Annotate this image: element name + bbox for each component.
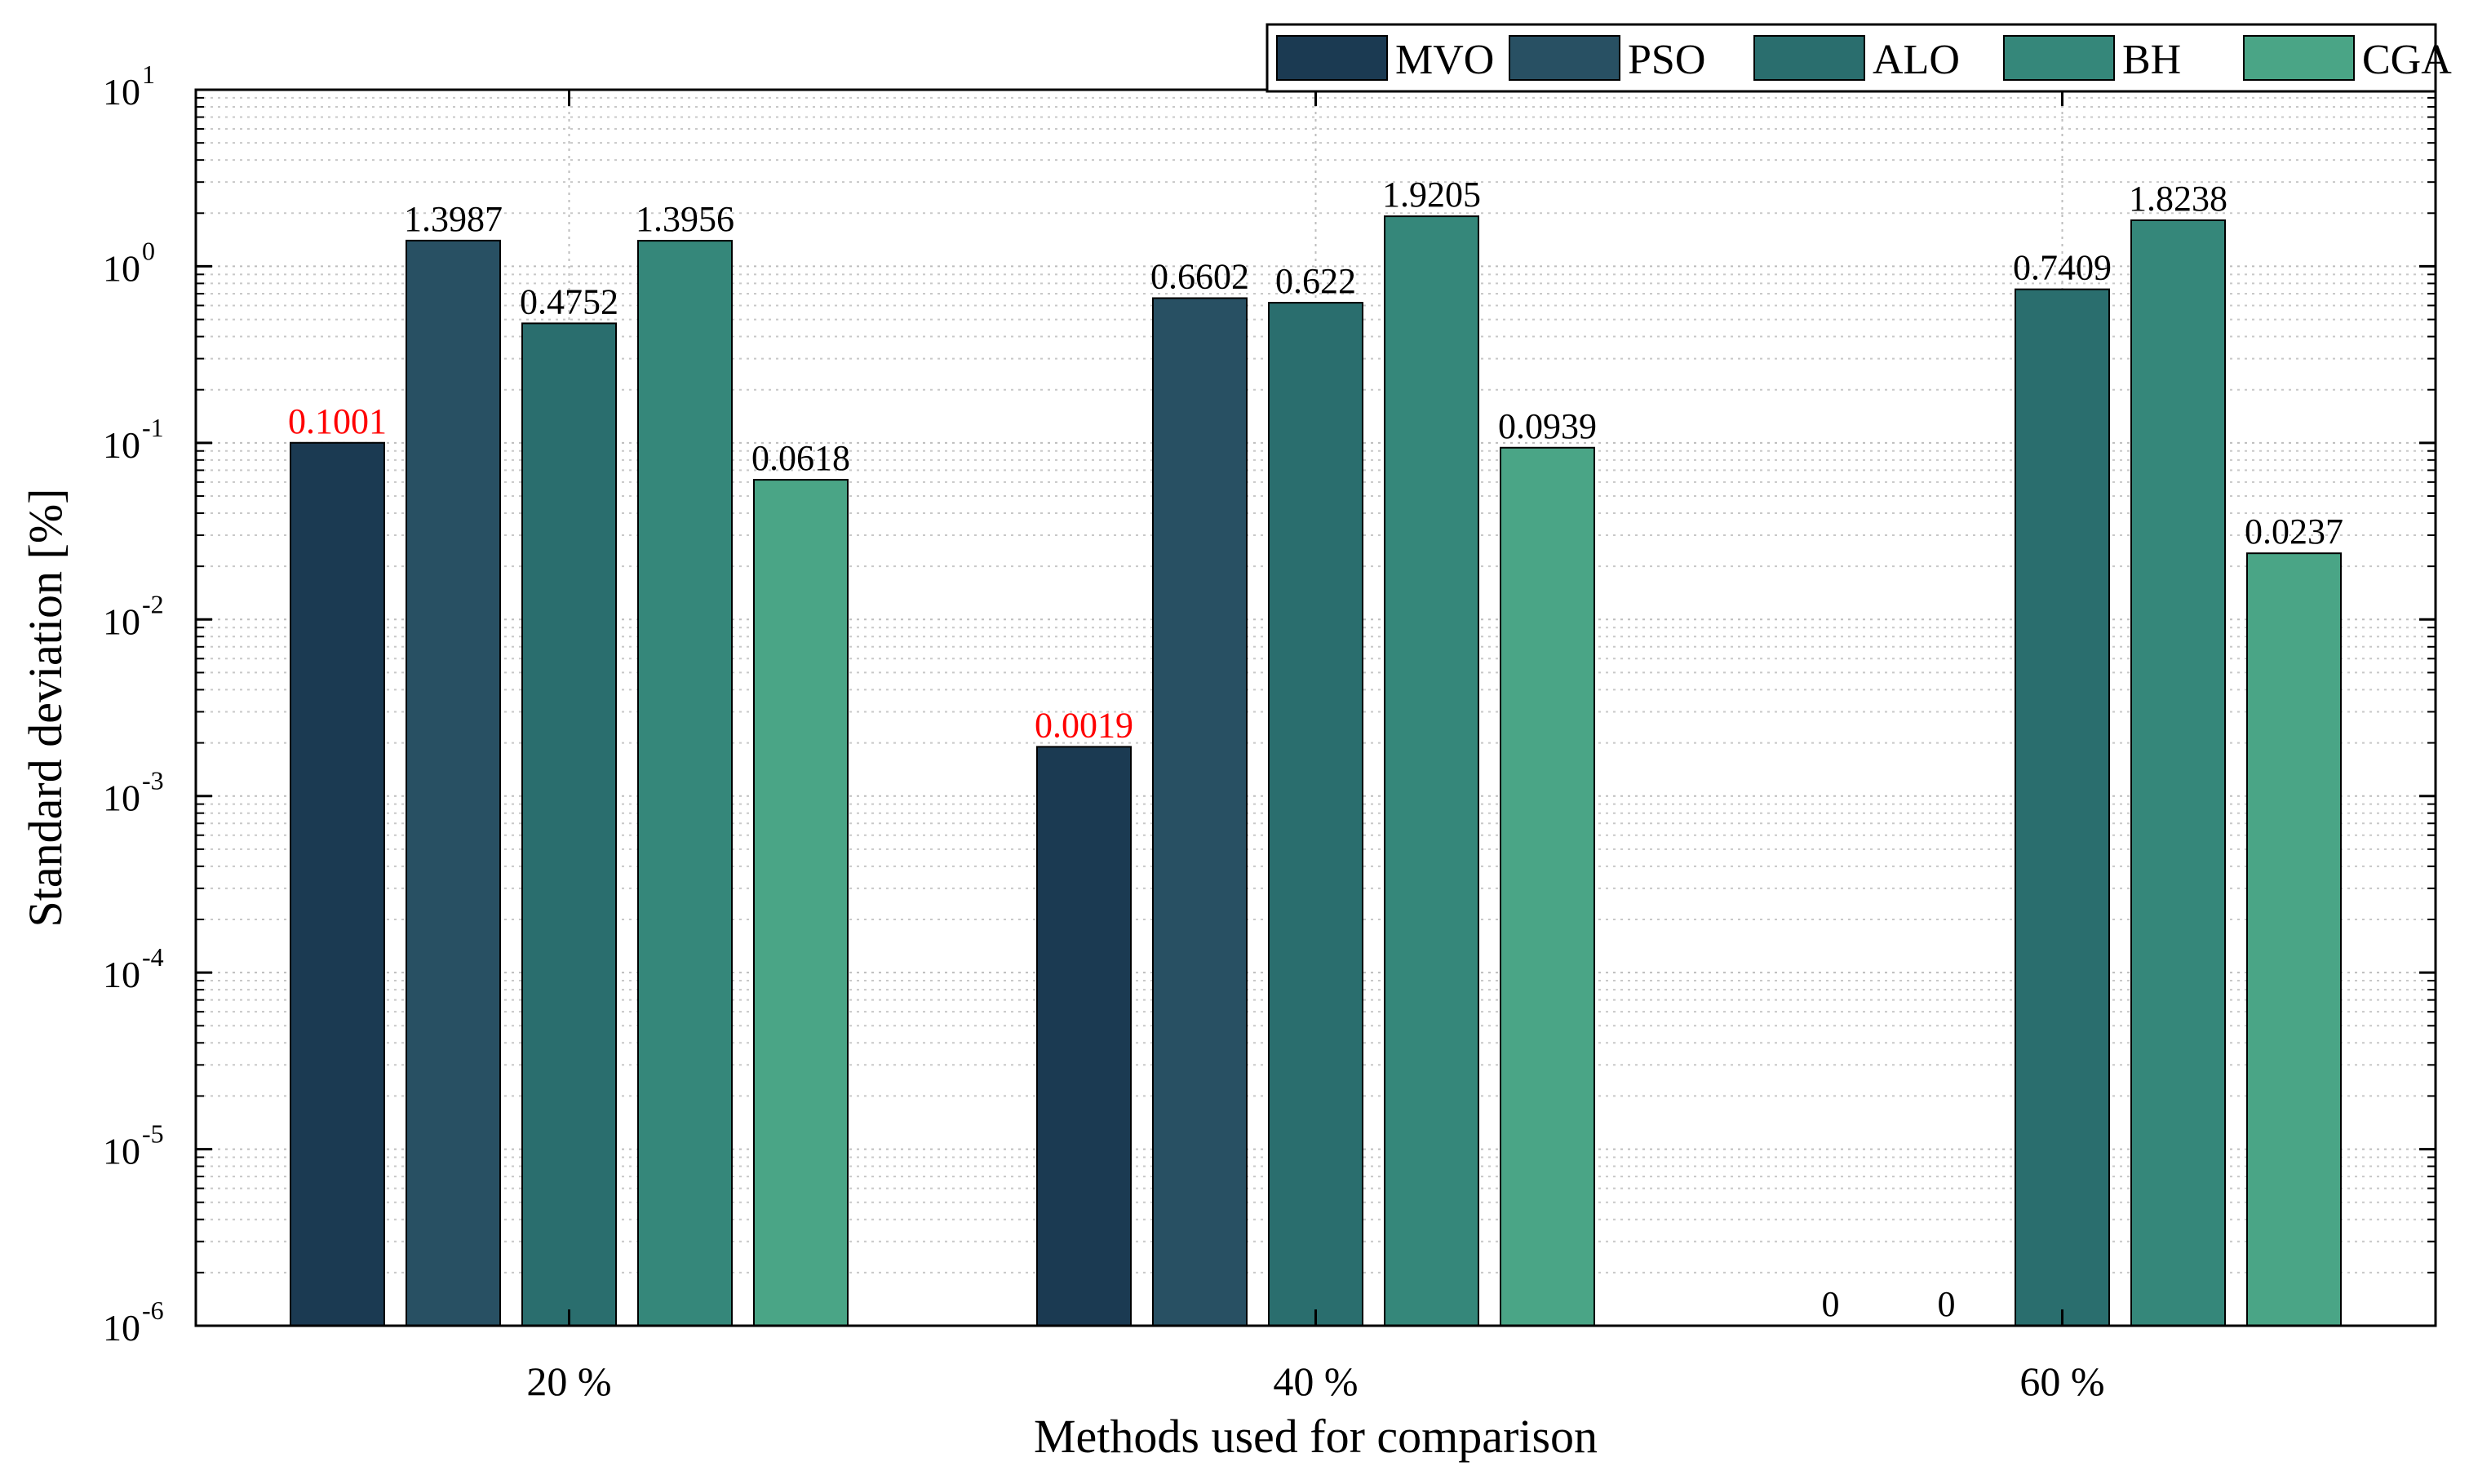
y-tick-base: 10 <box>103 71 140 113</box>
bar-cga[interactable] <box>1500 446 1595 1327</box>
bar-bh[interactable] <box>2130 219 2226 1327</box>
legend-swatch-cga[interactable] <box>2243 35 2355 81</box>
y-axis-title: Standard deviation [%] <box>19 489 72 928</box>
bar-mvo[interactable] <box>290 441 385 1327</box>
data-label: 0.622 <box>1275 261 1356 301</box>
y-tick-label: 10 -6 <box>103 1296 164 1349</box>
y-tick-base: 10 <box>103 954 140 995</box>
legend-label-bh[interactable]: BH <box>2122 37 2181 83</box>
data-label: 0 <box>1822 1284 1840 1324</box>
y-tick-label: 10 -5 <box>103 1119 164 1172</box>
x-tick-label: 60 % <box>2019 1358 2104 1404</box>
bars-layer <box>290 215 2342 1327</box>
x-tick-label: 40 % <box>1273 1358 1358 1404</box>
data-label: 1.8238 <box>2129 179 2227 219</box>
x-tick-label: 20 % <box>526 1358 611 1404</box>
bar-mvo[interactable] <box>1036 746 1132 1327</box>
bar-bh[interactable] <box>1384 215 1479 1327</box>
y-tick-label: 10 -1 <box>103 413 164 466</box>
data-label: 0.0019 <box>1035 705 1133 745</box>
data-label: 1.9205 <box>1382 175 1481 215</box>
data-label: 0.0618 <box>751 438 850 478</box>
bar-pso[interactable] <box>1152 297 1248 1327</box>
legend-swatch-alo[interactable] <box>1753 35 1865 81</box>
y-tick-base: 10 <box>103 600 140 642</box>
legend-swatch-pso[interactable] <box>1509 35 1620 81</box>
y-tick-base: 10 <box>103 777 140 819</box>
data-label: 0.7409 <box>2013 248 2112 288</box>
data-label: 0.0237 <box>2245 512 2343 552</box>
y-tick-exponent: 1 <box>142 60 155 89</box>
data-label: 1.3987 <box>404 199 503 239</box>
legend-label-mvo[interactable]: MVO <box>1395 37 1494 83</box>
data-label: 1.3956 <box>636 199 734 239</box>
y-tick-label: 10 -3 <box>103 766 164 819</box>
y-tick-label: 10 1 <box>103 60 155 113</box>
y-tick-exponent: -2 <box>142 589 164 618</box>
y-tick-label: 10 -2 <box>103 589 164 642</box>
legend-label-pso[interactable]: PSO <box>1628 37 1705 83</box>
y-tick-exponent: -5 <box>142 1119 164 1149</box>
x-axis-title: Methods used for comparison <box>1034 1410 1598 1463</box>
data-label: 0.6602 <box>1150 256 1249 296</box>
bar-alo[interactable] <box>521 322 617 1327</box>
y-tick-exponent: -1 <box>142 413 164 442</box>
y-tick-base: 10 <box>103 424 140 466</box>
y-tick-base: 10 <box>103 247 140 289</box>
data-label: 0.1001 <box>288 401 387 441</box>
bar-pso[interactable] <box>406 239 501 1327</box>
y-tick-label: 10 0 <box>103 236 155 289</box>
y-tick-label: 10 -4 <box>103 942 164 995</box>
data-label: 0.4752 <box>520 281 618 321</box>
y-tick-exponent: -3 <box>142 766 164 795</box>
data-label: 0.0939 <box>1498 406 1597 446</box>
bar-cga[interactable] <box>2246 552 2342 1327</box>
ticks-layer <box>196 88 2436 1327</box>
bar-alo[interactable] <box>1268 302 1363 1327</box>
data-label: 0 <box>1938 1284 1956 1324</box>
legend-swatch-mvo[interactable] <box>1276 35 1388 81</box>
bar-bh[interactable] <box>637 240 733 1327</box>
legend[interactable]: MVO PSO ALO BH CGA <box>1266 23 2452 93</box>
legend-label-cga[interactable]: CGA <box>2362 37 2452 83</box>
y-tick-exponent: 0 <box>142 236 155 265</box>
y-tick-base: 10 <box>103 1131 140 1172</box>
bar-cga[interactable] <box>753 479 849 1327</box>
legend-swatch-bh[interactable] <box>2003 35 2115 81</box>
y-tick-base: 10 <box>103 1307 140 1349</box>
y-tick-exponent: -4 <box>142 942 164 972</box>
y-tick-exponent: -6 <box>142 1296 164 1325</box>
bar-alo[interactable] <box>2015 288 2110 1327</box>
legend-label-alo[interactable]: ALO <box>1873 37 1960 83</box>
